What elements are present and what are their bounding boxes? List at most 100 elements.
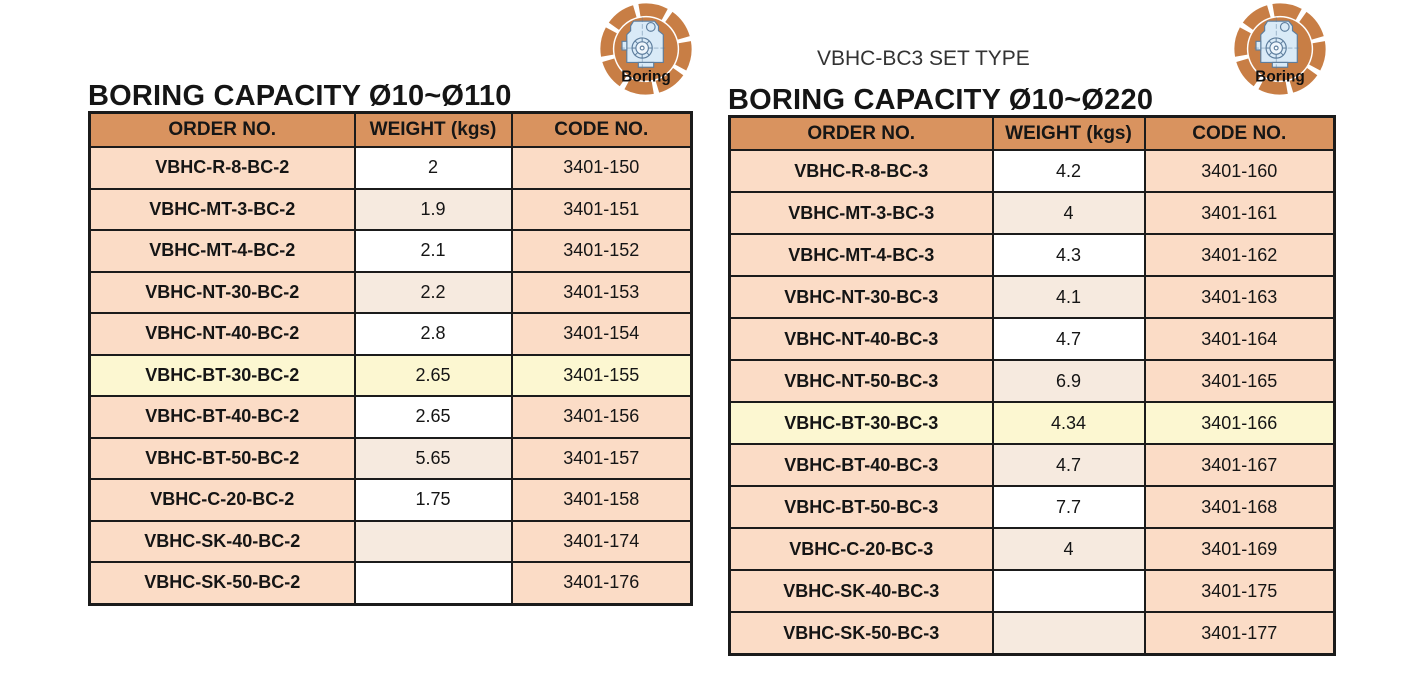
weight-cell: 4 (991, 527, 1146, 571)
weight-cell: 5.65 (353, 436, 513, 480)
weight-cell: 2.1 (353, 229, 513, 273)
weight-cell: 2.65 (353, 395, 513, 439)
left-col-header-order-no: ORDER NO. (88, 111, 356, 148)
right-col-header-weight: WEIGHT (kgs) (991, 115, 1146, 151)
table-row: VBHC-NT-50-BC-3 6.9 3401-165 (728, 359, 1336, 403)
order-no-cell: VBHC-SK-50-BC-3 (728, 611, 994, 656)
code-no-cell: 3401-152 (510, 229, 693, 273)
order-no-cell: VBHC-MT-4-BC-3 (728, 233, 994, 277)
code-no-cell: 3401-153 (510, 270, 693, 314)
table-row: VBHC-SK-50-BC-2 3401-176 (88, 561, 693, 605)
code-no-cell: 3401-167 (1143, 443, 1336, 487)
code-no-cell: 3401-150 (510, 146, 693, 190)
order-no-cell: VBHC-BT-40-BC-3 (728, 443, 994, 487)
code-no-cell: 3401-160 (1143, 149, 1336, 193)
table-row: VBHC-BT-50-BC-2 5.65 3401-157 (88, 436, 693, 480)
table-row: VBHC-NT-40-BC-2 2.8 3401-154 (88, 312, 693, 356)
order-no-cell: VBHC-C-20-BC-3 (728, 527, 994, 571)
code-no-cell: 3401-177 (1143, 611, 1336, 656)
table-row: VBHC-C-20-BC-2 1.75 3401-158 (88, 478, 693, 522)
boring-badge-icon: Boring (1234, 3, 1326, 95)
right-capacity-table: ORDER NO. WEIGHT (kgs) CODE NO. VBHC-R-8… (728, 115, 1336, 656)
weight-cell: 6.9 (991, 359, 1146, 403)
set-type-label: VBHC-BC3 SET TYPE (817, 47, 1030, 70)
left-col-header-code-no: CODE NO. (510, 111, 693, 148)
boring-badge-icon: Boring (600, 3, 692, 95)
order-no-cell: VBHC-MT-3-BC-2 (88, 187, 356, 231)
badge-label: Boring (1255, 69, 1304, 86)
weight-cell: 2.8 (353, 312, 513, 356)
weight-cell: 4.34 (991, 401, 1146, 445)
left-capacity-table: ORDER NO. WEIGHT (kgs) CODE NO. VBHC-R-8… (88, 111, 693, 606)
table-row: VBHC-BT-30-BC-2 2.65 3401-155 (88, 353, 693, 397)
right-col-header-code-no: CODE NO. (1143, 115, 1336, 151)
table-row: VBHC-BT-40-BC-3 4.7 3401-167 (728, 443, 1336, 487)
table-row: VBHC-MT-4-BC-3 4.3 3401-162 (728, 233, 1336, 277)
left-table-header-row: ORDER NO. WEIGHT (kgs) CODE NO. (88, 111, 693, 148)
table-row: VBHC-BT-40-BC-2 2.65 3401-156 (88, 395, 693, 439)
weight-cell (991, 611, 1146, 656)
weight-cell: 2.65 (353, 353, 513, 397)
table-row: VBHC-NT-30-BC-2 2.2 3401-153 (88, 270, 693, 314)
table-row: VBHC-BT-30-BC-3 4.34 3401-166 (728, 401, 1336, 445)
code-no-cell: 3401-175 (1143, 569, 1336, 613)
order-no-cell: VBHC-BT-30-BC-3 (728, 401, 994, 445)
table-row: VBHC-MT-4-BC-2 2.1 3401-152 (88, 229, 693, 273)
order-no-cell: VBHC-SK-50-BC-2 (88, 561, 356, 605)
table-row: VBHC-SK-50-BC-3 3401-177 (728, 611, 1336, 656)
weight-cell: 1.9 (353, 187, 513, 231)
boring-badge-right: Boring (1232, 1, 1328, 97)
weight-cell: 1.75 (353, 478, 513, 522)
code-no-cell: 3401-169 (1143, 527, 1336, 571)
order-no-cell: VBHC-NT-30-BC-2 (88, 270, 356, 314)
table-row: VBHC-SK-40-BC-3 3401-175 (728, 569, 1336, 613)
boring-head-drawing (620, 17, 667, 70)
weight-cell (353, 561, 513, 605)
code-no-cell: 3401-166 (1143, 401, 1336, 445)
table-row: VBHC-NT-40-BC-3 4.7 3401-164 (728, 317, 1336, 361)
code-no-cell: 3401-154 (510, 312, 693, 356)
order-no-cell: VBHC-MT-3-BC-3 (728, 191, 994, 235)
code-no-cell: 3401-162 (1143, 233, 1336, 277)
table-row: VBHC-C-20-BC-3 4 3401-169 (728, 527, 1336, 571)
weight-cell: 4.3 (991, 233, 1146, 277)
order-no-cell: VBHC-SK-40-BC-2 (88, 519, 356, 563)
order-no-cell: VBHC-C-20-BC-2 (88, 478, 356, 522)
order-no-cell: VBHC-MT-4-BC-2 (88, 229, 356, 273)
code-no-cell: 3401-156 (510, 395, 693, 439)
code-no-cell: 3401-158 (510, 478, 693, 522)
order-no-cell: VBHC-NT-40-BC-3 (728, 317, 994, 361)
weight-cell: 2.2 (353, 270, 513, 314)
badge-label: Boring (621, 69, 670, 86)
table-row: VBHC-SK-40-BC-2 3401-174 (88, 519, 693, 563)
code-no-cell: 3401-157 (510, 436, 693, 480)
table-row: VBHC-MT-3-BC-2 1.9 3401-151 (88, 187, 693, 231)
code-no-cell: 3401-176 (510, 561, 693, 605)
weight-cell: 4 (991, 191, 1146, 235)
table-row: VBHC-R-8-BC-3 4.2 3401-160 (728, 149, 1336, 193)
code-no-cell: 3401-151 (510, 187, 693, 231)
weight-cell (991, 569, 1146, 613)
code-no-cell: 3401-168 (1143, 485, 1336, 529)
left-table-body: VBHC-R-8-BC-2 2 3401-150 VBHC-MT-3-BC-2 1.9 3… (88, 146, 693, 605)
weight-cell: 4.2 (991, 149, 1146, 193)
order-no-cell: VBHC-BT-40-BC-2 (88, 395, 356, 439)
order-no-cell: VBHC-NT-50-BC-3 (728, 359, 994, 403)
table-row: VBHC-R-8-BC-2 2 3401-150 (88, 146, 693, 190)
order-no-cell: VBHC-NT-40-BC-2 (88, 312, 356, 356)
right-capacity-title: BORING CAPACITY Ø10~Ø220 (728, 84, 1154, 116)
code-no-cell: 3401-155 (510, 353, 693, 397)
right-table-body: VBHC-R-8-BC-3 4.2 3401-160 VBHC-MT-3-BC-3 4 3… (728, 149, 1336, 656)
order-no-cell: VBHC-NT-30-BC-3 (728, 275, 994, 319)
weight-cell: 4.1 (991, 275, 1146, 319)
table-row: VBHC-MT-3-BC-3 4 3401-161 (728, 191, 1336, 235)
right-col-header-order-no: ORDER NO. (728, 115, 994, 151)
boring-head-drawing (1254, 17, 1301, 70)
table-row: VBHC-BT-50-BC-3 7.7 3401-168 (728, 485, 1336, 529)
weight-cell: 2 (353, 146, 513, 190)
code-no-cell: 3401-165 (1143, 359, 1336, 403)
code-no-cell: 3401-164 (1143, 317, 1336, 361)
order-no-cell: VBHC-BT-50-BC-3 (728, 485, 994, 529)
left-col-header-weight: WEIGHT (kgs) (353, 111, 513, 148)
weight-cell: 7.7 (991, 485, 1146, 529)
